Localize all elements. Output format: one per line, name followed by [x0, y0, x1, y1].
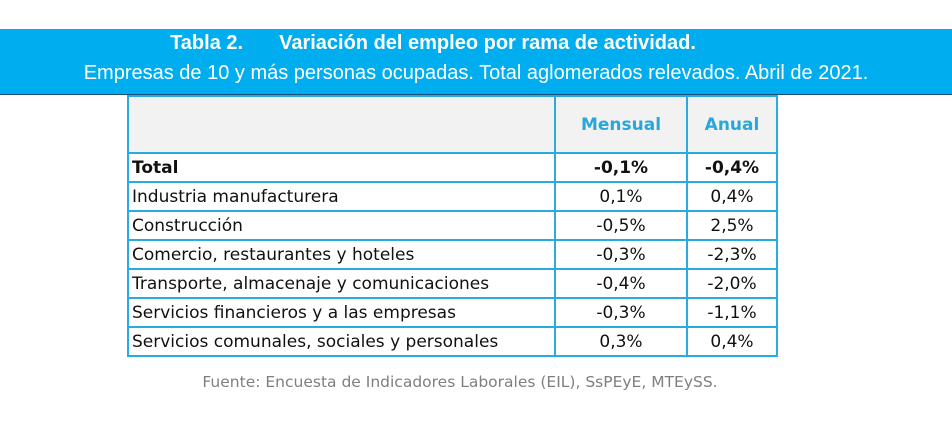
row-label: Transporte, almacenaje y comunicaciones: [127, 268, 556, 299]
table-title-text: Variación del empleo por rama de activid…: [279, 32, 696, 54]
table-number: Tabla 2.: [170, 32, 244, 54]
mensual-value: -0,1%: [554, 152, 688, 183]
employment-variation-table: Mensual Anual Total -0,1% -0,4% Industri…: [127, 95, 778, 357]
row-label: Comercio, restaurantes y hoteles: [127, 239, 556, 270]
table-row: Construcción -0,5% 2,5%: [127, 210, 778, 241]
source-note: Fuente: Encuesta de Indicadores Laborale…: [202, 373, 718, 391]
row-label: Industria manufacturera: [127, 181, 556, 212]
anual-value: 0,4%: [686, 181, 778, 212]
mensual-value: -0,4%: [554, 268, 688, 299]
table-row: Servicios financieros y a las empresas -…: [127, 297, 778, 328]
mensual-value: 0,3%: [554, 326, 688, 357]
row-label: Construcción: [127, 210, 556, 241]
column-header-anual: Anual: [686, 95, 778, 154]
mensual-value: -0,3%: [554, 239, 688, 270]
table-row: Servicios comunales, sociales y personal…: [127, 326, 778, 357]
mensual-value: -0,5%: [554, 210, 688, 241]
column-header-sector: [127, 95, 556, 154]
anual-value: -2,0%: [686, 268, 778, 299]
row-label: Total: [127, 152, 556, 183]
table-row-total: Total -0,1% -0,4%: [127, 152, 778, 183]
title-banner: Tabla 2. Variación del empleo por rama de…: [0, 29, 952, 95]
header-row: Mensual Anual: [127, 95, 778, 154]
table-title: Tabla 2. Variación del empleo por rama de…: [0, 32, 866, 55]
mensual-value: 0,1%: [554, 181, 688, 212]
anual-value: -0,4%: [686, 152, 778, 183]
anual-value: 0,4%: [686, 326, 778, 357]
table-row: Industria manufacturera 0,1% 0,4%: [127, 181, 778, 212]
table-subtitle: Empresas de 10 y más personas ocupadas. …: [83, 62, 869, 84]
anual-value: -1,1%: [686, 297, 778, 328]
mensual-value: -0,3%: [554, 297, 688, 328]
table-row: Comercio, restaurantes y hoteles -0,3% -…: [127, 239, 778, 270]
table-row: Transporte, almacenaje y comunicaciones …: [127, 268, 778, 299]
row-label: Servicios financieros y a las empresas: [127, 297, 556, 328]
row-label: Servicios comunales, sociales y personal…: [127, 326, 556, 357]
anual-value: 2,5%: [686, 210, 778, 241]
column-header-mensual: Mensual: [554, 95, 688, 154]
anual-value: -2,3%: [686, 239, 778, 270]
